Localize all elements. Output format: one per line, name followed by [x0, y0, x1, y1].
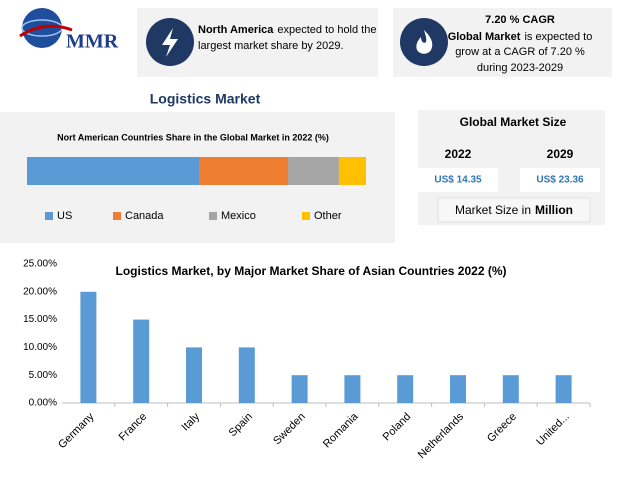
x-tick-label: Greece: [485, 411, 519, 445]
bar-segment: [338, 157, 366, 185]
legend-swatch: [45, 212, 53, 220]
market-value: US$ 14.35: [434, 175, 482, 186]
value-box: [418, 168, 498, 192]
bar: [238, 347, 255, 403]
x-tick-label: Poland: [381, 411, 414, 444]
x-tick-label: Italy: [179, 410, 202, 433]
x-tick-label: Sweden: [271, 411, 308, 448]
card-bold: North America: [198, 24, 274, 36]
card-title: 7.20 % CAGR: [485, 14, 555, 26]
y-tick-label: 25.00%: [23, 259, 57, 270]
page-title: Logistics Market: [150, 91, 261, 107]
legend-label: Canada: [125, 210, 164, 222]
legend-swatch: [113, 212, 121, 220]
flame-icon: [416, 30, 433, 54]
card-line: grow at a CAGR of 7.20 %: [455, 46, 585, 58]
chart-title: Nort American Countries Share in the Glo…: [57, 132, 329, 142]
bar: [291, 375, 308, 403]
bar: [397, 375, 414, 403]
note-box: [437, 197, 591, 223]
x-tick-label: Romania: [321, 410, 361, 450]
bar-segment: [27, 157, 200, 185]
x-tick-label: France: [117, 411, 150, 444]
x-tick-label: Netherlands: [416, 410, 467, 461]
legend-label: Other: [314, 210, 342, 222]
x-tick-label: United...: [534, 411, 571, 448]
y-tick-label: 5.00%: [29, 370, 57, 381]
bar: [344, 375, 361, 403]
logo: MMR: [19, 8, 119, 53]
bar: [133, 319, 150, 403]
bar-segment: [288, 157, 339, 185]
card-line: is expected to: [524, 31, 592, 43]
swoosh: [19, 24, 73, 38]
legend-label: Mexico: [221, 210, 256, 222]
card-text: Global Market is expected to: [448, 31, 593, 43]
x-tick-label: Germany: [56, 410, 97, 451]
note-unit: Million: [535, 203, 573, 217]
note-text: Market Size in: [455, 203, 531, 217]
y-tick-label: 0.00%: [29, 398, 57, 409]
legend-swatch: [302, 212, 310, 220]
x-tick-label: Spain: [227, 411, 255, 439]
chart-title: Logistics Market, by Major Market Share …: [116, 264, 507, 278]
y-tick-label: 15.00%: [23, 314, 57, 325]
bar: [555, 375, 572, 403]
bar: [186, 347, 202, 403]
market-value: US$ 23.36: [536, 175, 584, 186]
y-tick-label: 20.00%: [23, 286, 57, 297]
legend-swatch: [209, 212, 217, 220]
logo-text: MMR: [66, 31, 119, 53]
year: 2029: [547, 147, 574, 161]
card-line: expected to hold the: [277, 24, 376, 36]
value-box: [520, 168, 600, 192]
bolt-icon: [162, 28, 178, 57]
bar: [80, 291, 97, 403]
card-icon: [400, 18, 448, 66]
legend-label: US: [57, 210, 72, 222]
year: 2022: [445, 147, 472, 161]
note: Market Size in Million: [455, 203, 573, 217]
card-text: North America expected to hold the: [198, 24, 376, 36]
y-tick-label: 10.00%: [23, 342, 57, 353]
bar: [502, 375, 519, 403]
card-bold: Global Market: [448, 31, 521, 43]
bar: [450, 375, 466, 403]
card-line: during 2023-2029: [477, 62, 563, 74]
bar-segment: [199, 157, 289, 185]
card-line: largest market share by 2029.: [198, 40, 344, 52]
panel-title: Global Market Size: [460, 115, 567, 129]
